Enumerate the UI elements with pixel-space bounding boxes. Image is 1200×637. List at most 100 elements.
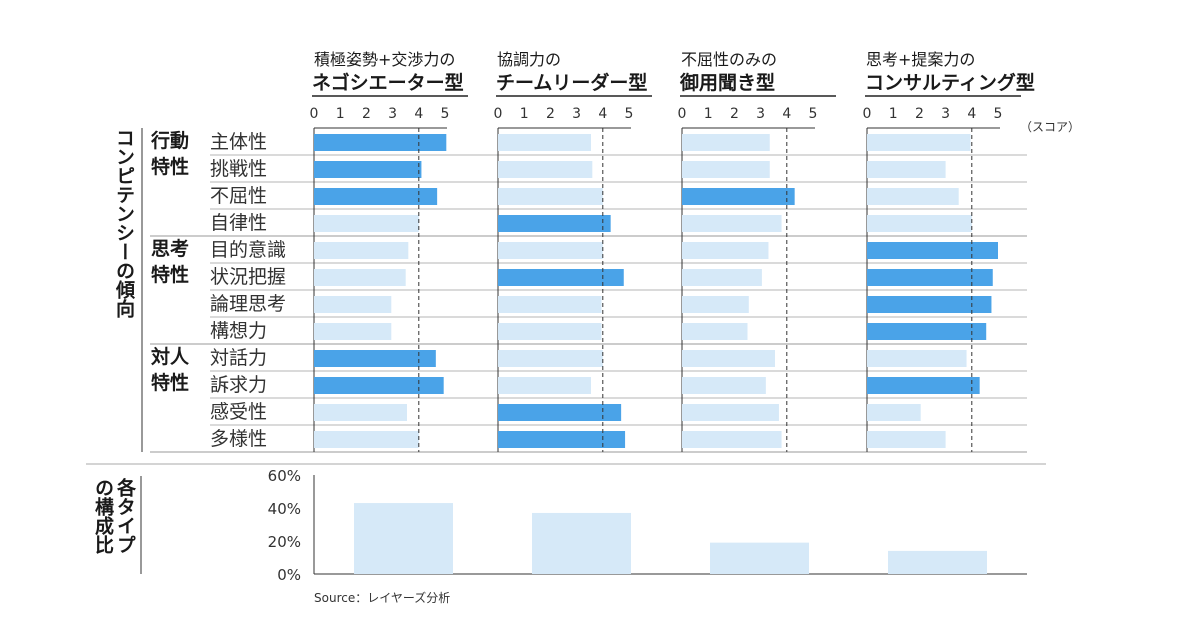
score-bar (314, 269, 406, 286)
competency-title: コンピテンシーの傾向 (113, 128, 135, 318)
panel-3-header-line1: 不屈性のみの (681, 50, 778, 69)
score-bar (314, 296, 392, 313)
score-bar (498, 242, 603, 259)
score-bar (867, 350, 967, 367)
score-bar (498, 188, 603, 205)
x-tick-label: 3 (388, 106, 397, 122)
competency-label: 目的意識 (210, 239, 286, 261)
score-bar (498, 350, 603, 367)
score-bar (682, 188, 795, 205)
score-bar (682, 215, 782, 232)
score-bar (867, 134, 971, 151)
competency-label: 自律性 (210, 212, 267, 234)
panel-3-header-line2: 御用聞き型 (680, 72, 776, 94)
score-bar (682, 161, 770, 178)
panel-2-header-line1: 協調力の (497, 50, 562, 69)
x-tick-label: 0 (494, 106, 503, 122)
score-bar (498, 296, 602, 313)
score-bar (682, 431, 782, 448)
x-tick-label: 2 (915, 106, 924, 122)
x-tick-label: 3 (941, 106, 950, 122)
score-bar (498, 215, 611, 232)
score-bar (498, 431, 626, 448)
x-tick-label: 4 (414, 106, 423, 122)
score-bar (314, 323, 392, 340)
x-tick-label: 1 (336, 106, 345, 122)
score-bar (867, 296, 992, 313)
score-bar (682, 134, 770, 151)
x-tick-label: 1 (889, 106, 898, 122)
x-tick-label: 2 (546, 106, 555, 122)
composition-bar (710, 542, 809, 574)
composition-bar (532, 512, 631, 574)
score-bar (867, 404, 921, 421)
score-bar (314, 188, 438, 205)
score-bar (867, 161, 946, 178)
score-bar (498, 134, 592, 151)
x-tick-label: 5 (809, 106, 818, 122)
competency-label: 多様性 (210, 428, 267, 450)
x-tick-label: 5 (441, 106, 450, 122)
score-bar (867, 323, 987, 340)
group-label-action: 行動 特性 (151, 130, 190, 178)
score-bar (498, 323, 602, 340)
score-bar (867, 377, 980, 394)
composition-title: 各タイプの構成比 (92, 478, 136, 554)
x-tick-label: 3 (572, 106, 581, 122)
score-bar (498, 269, 624, 286)
x-tick-label: 3 (756, 106, 765, 122)
x-tick-label: 4 (967, 106, 976, 122)
y-tick-label: 0% (277, 566, 301, 584)
score-bar (314, 134, 447, 151)
score-bar (867, 215, 972, 232)
score-bar (314, 161, 422, 178)
score-bar (314, 350, 436, 367)
x-tick-label: 2 (730, 106, 739, 122)
competency-label: 感受性 (210, 401, 267, 423)
score-bar (498, 377, 592, 394)
panel-1-header-line2: ネゴシエーター型 (312, 72, 464, 94)
score-bar (682, 269, 762, 286)
competency-label: 論理思考 (210, 293, 286, 315)
score-bar (498, 161, 593, 178)
score-bar (314, 215, 419, 232)
competency-label: 対話力 (210, 347, 267, 369)
panel-4-header-line1: 思考+提案力の (866, 50, 976, 69)
x-tick-label: 2 (362, 106, 371, 122)
unit-label: （スコア） (1020, 120, 1080, 134)
score-bar (682, 323, 748, 340)
group-label-interpersonal: 対人 特性 (151, 346, 190, 394)
score-bar (314, 431, 419, 448)
score-bar (682, 377, 766, 394)
x-tick-label: 0 (678, 106, 687, 122)
score-bar (314, 242, 409, 259)
x-tick-label: 1 (704, 106, 713, 122)
x-tick-label: 4 (782, 106, 791, 122)
competency-label: 主体性 (210, 131, 267, 153)
score-bar (682, 242, 769, 259)
score-bar (682, 350, 776, 367)
score-bar (498, 404, 622, 421)
score-bar (867, 269, 993, 286)
x-tick-label: 5 (994, 106, 1003, 122)
score-bar (314, 377, 444, 394)
competency-label: 不屈性 (210, 185, 267, 207)
score-bar (867, 188, 959, 205)
score-bar (682, 296, 749, 313)
y-tick-label: 40% (268, 500, 301, 518)
competency-label: 挑戦性 (210, 158, 267, 180)
competency-label: 訴求力 (210, 374, 267, 396)
competency-label: 構想力 (210, 320, 267, 342)
panel-1-header-line1: 積極姿勢+交渉力の (314, 50, 456, 69)
score-bar (314, 404, 408, 421)
score-bar (867, 431, 946, 448)
composition-bar (888, 550, 987, 574)
x-tick-label: 1 (520, 106, 529, 122)
score-bar (682, 404, 779, 421)
x-tick-label: 5 (625, 106, 634, 122)
x-tick-label: 0 (863, 106, 872, 122)
x-tick-label: 4 (598, 106, 607, 122)
panel-4-header-line2: コンサルティング型 (865, 72, 1035, 94)
